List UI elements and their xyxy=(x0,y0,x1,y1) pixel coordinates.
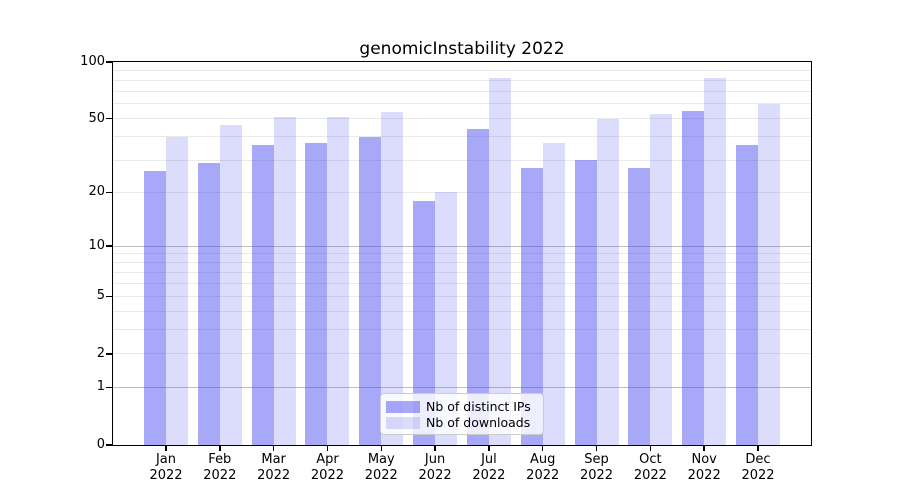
x-tick-label-dec: Dec 2022 xyxy=(741,452,775,483)
gridline-minor-9 xyxy=(113,253,811,255)
bar-downloads-sep xyxy=(596,118,619,445)
bar-downloads-jul xyxy=(488,78,511,445)
gridline-minor-60 xyxy=(113,103,811,105)
bar-ips-jan xyxy=(144,171,166,445)
x-tick-label-may: May 2022 xyxy=(364,452,398,483)
y-tick-label-50: 50 xyxy=(88,110,105,126)
bar-ips-sep xyxy=(574,160,597,445)
gridline-major-10 xyxy=(113,245,811,247)
bar-ips-dec xyxy=(736,145,758,445)
x-tick-mark-feb xyxy=(219,446,221,451)
x-tick-label-jan: Jan 2022 xyxy=(149,452,183,483)
x-tick-mark-sep xyxy=(595,446,598,451)
gridline-minor-6 xyxy=(113,283,811,284)
bar-downloads-feb xyxy=(219,125,242,445)
y-tick-label-1: 1 xyxy=(96,379,105,395)
bar-downloads-nov xyxy=(704,78,727,445)
y-tick-label-5: 5 xyxy=(96,288,105,304)
y-tick-mark-10 xyxy=(106,245,113,247)
bar-ips-may xyxy=(359,136,382,445)
gridline-minor-7 xyxy=(113,271,811,273)
bar-ips-aug xyxy=(520,168,543,445)
y-tick-mark-2 xyxy=(106,353,113,355)
bar-ips-jun xyxy=(413,200,436,445)
x-tick-label-jul: Jul 2022 xyxy=(472,452,506,483)
y-tick-label-100: 100 xyxy=(80,54,105,69)
gridline-minor-2 xyxy=(113,353,811,355)
y-tick-label-2: 2 xyxy=(96,345,105,361)
bar-ips-oct xyxy=(628,168,651,445)
bar-downloads-mar xyxy=(273,117,296,445)
gridline-major-1 xyxy=(113,386,811,388)
gridline-minor-5 xyxy=(113,295,811,297)
legend-label-downloads: Nb of downloads xyxy=(426,415,531,430)
bar-downloads-jun xyxy=(435,192,458,445)
x-tick-label-apr: Apr 2022 xyxy=(310,452,344,483)
bar-downloads-may xyxy=(381,112,404,445)
gridline-minor-30 xyxy=(113,159,811,161)
y-tick-label-20: 20 xyxy=(88,184,105,200)
gridline-minor-50 xyxy=(113,118,811,120)
plot-area: Nb of distinct IPs Nb of downloads xyxy=(113,62,811,445)
x-tick-mark-mar xyxy=(272,446,275,451)
legend: Nb of distinct IPs Nb of downloads xyxy=(380,393,544,435)
y-tick-label-0: 0 xyxy=(96,437,105,452)
y-tick-mark-100 xyxy=(106,61,113,63)
gridline-minor-4 xyxy=(113,310,811,312)
gridline-minor-20 xyxy=(113,191,811,193)
x-tick-label-oct: Oct 2022 xyxy=(633,452,667,483)
gridline-minor-70 xyxy=(113,90,811,92)
bar-ips-nov xyxy=(682,110,705,445)
x-tick-mark-jun xyxy=(434,446,436,451)
chart-title: genomicInstability 2022 xyxy=(359,39,565,59)
x-tick-mark-oct xyxy=(649,446,652,451)
bar-downloads-aug xyxy=(542,143,565,445)
y-tick-mark-20 xyxy=(106,191,113,194)
y-tick-mark-5 xyxy=(106,295,113,297)
x-tick-mark-nov xyxy=(703,446,705,451)
x-tick-label-aug: Aug 2022 xyxy=(526,452,560,483)
gridline-minor-80 xyxy=(113,79,811,81)
legend-swatch-downloads xyxy=(386,416,420,429)
y-tick-label-10: 10 xyxy=(88,238,105,253)
legend-item-distinct-ips: Nb of distinct IPs xyxy=(386,399,537,414)
x-tick-mark-may xyxy=(380,446,382,451)
legend-item-downloads: Nb of downloads xyxy=(386,415,537,430)
bar-downloads-jan xyxy=(166,136,188,445)
y-tick-mark-50 xyxy=(106,118,113,120)
y-tick-mark-1 xyxy=(106,386,113,389)
bar-downloads-oct xyxy=(650,113,673,445)
gridline-minor-3 xyxy=(113,329,811,331)
gridline-minor-90 xyxy=(113,70,811,72)
x-tick-label-nov: Nov 2022 xyxy=(687,452,721,483)
x-tick-mark-dec xyxy=(757,446,759,451)
x-tick-label-jun: Jun 2022 xyxy=(418,452,452,483)
x-tick-label-sep: Sep 2022 xyxy=(579,452,614,483)
bar-ips-apr xyxy=(305,143,328,445)
legend-swatch-distinct-ips xyxy=(386,400,420,413)
gridline-minor-8 xyxy=(113,262,811,264)
bar-downloads-dec xyxy=(758,103,780,445)
x-tick-mark-aug xyxy=(542,446,544,451)
x-tick-label-feb: Feb 2022 xyxy=(203,452,237,483)
y-tick-mark-0 xyxy=(106,444,113,446)
bar-ips-mar xyxy=(251,145,274,445)
legend-label-distinct-ips: Nb of distinct IPs xyxy=(426,399,531,414)
x-tick-mark-jan xyxy=(165,446,167,451)
x-tick-mark-apr xyxy=(326,446,329,451)
bar-ips-feb xyxy=(197,162,220,445)
gridline-minor-40 xyxy=(113,136,811,138)
x-tick-mark-jul xyxy=(488,446,490,451)
x-tick-label-mar: Mar 2022 xyxy=(257,452,291,483)
bar-ips-jul xyxy=(466,129,489,445)
bar-downloads-apr xyxy=(327,117,350,445)
